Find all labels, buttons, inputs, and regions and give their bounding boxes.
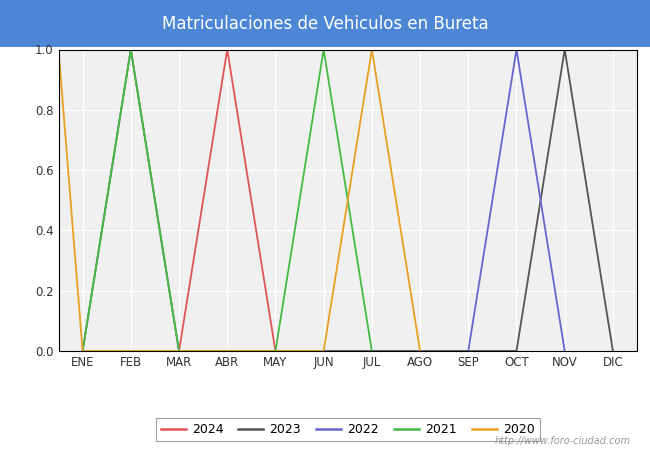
Text: Matriculaciones de Vehiculos en Bureta: Matriculaciones de Vehiculos en Bureta: [162, 14, 488, 33]
Line: 2024: 2024: [179, 50, 276, 351]
2023: [127, 47, 135, 52]
2021: [79, 348, 86, 354]
2023: [609, 348, 617, 354]
2024: [224, 47, 231, 52]
2021: [368, 348, 376, 354]
2023: [79, 348, 86, 354]
Line: 2021: 2021: [83, 50, 372, 351]
2022: [464, 348, 472, 354]
2020: [320, 348, 328, 354]
Line: 2022: 2022: [468, 50, 565, 351]
Line: 2023: 2023: [83, 50, 613, 351]
Line: 2020: 2020: [58, 50, 420, 351]
2021: [320, 47, 328, 52]
2023: [175, 348, 183, 354]
2023: [513, 348, 521, 354]
2022: [513, 47, 521, 52]
2020: [416, 348, 424, 354]
Text: http://www.foro-ciudad.com: http://www.foro-ciudad.com: [495, 436, 630, 446]
2023: [561, 47, 569, 52]
2021: [272, 348, 280, 354]
Legend: 2024, 2023, 2022, 2021, 2020: 2024, 2023, 2022, 2021, 2020: [155, 418, 540, 441]
2020: [79, 348, 86, 354]
2021: [175, 348, 183, 354]
2021: [127, 47, 135, 52]
2022: [561, 348, 569, 354]
2020: [55, 47, 62, 52]
2024: [272, 348, 280, 354]
2020: [368, 47, 376, 52]
2024: [175, 348, 183, 354]
